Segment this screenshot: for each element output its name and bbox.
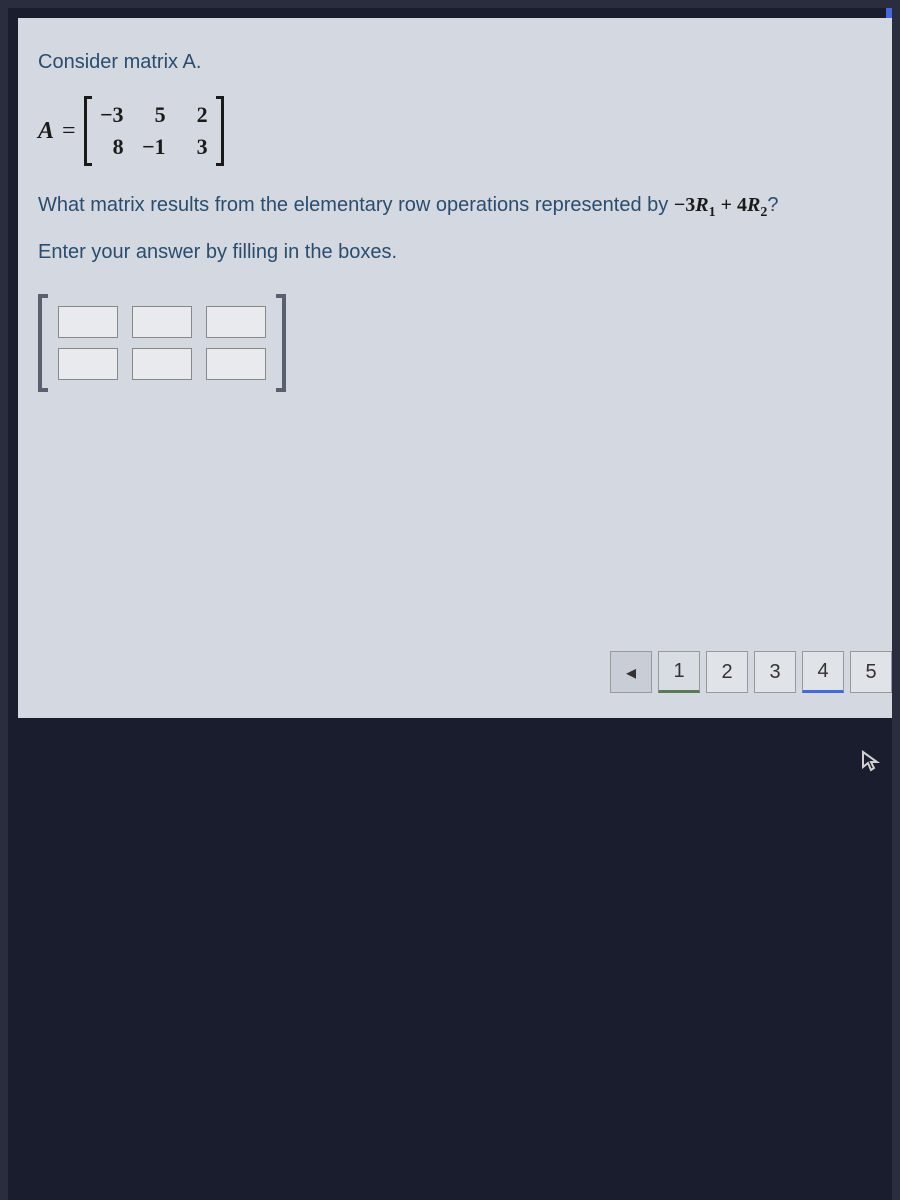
- question-suffix: ?: [767, 194, 778, 216]
- matrix-brackets: −3 5 2 8 −1 3: [84, 96, 224, 166]
- matrix-label: A: [38, 118, 54, 145]
- answer-cell-1-2[interactable]: [206, 348, 266, 380]
- page-label: 1: [673, 660, 684, 683]
- answer-cell-1-0[interactable]: [58, 348, 118, 380]
- matrix-cell: 3: [184, 134, 208, 160]
- prev-arrow-icon: ◂: [626, 660, 636, 685]
- answer-brackets: [38, 294, 286, 392]
- prev-page-button[interactable]: ◂: [610, 651, 652, 693]
- pagination: ◂ 1 2 3 4 5: [610, 651, 892, 693]
- answer-cell-1-1[interactable]: [132, 348, 192, 380]
- page-label: 2: [721, 661, 732, 684]
- answer-bracket-right: [276, 294, 286, 392]
- page-button-1[interactable]: 1: [658, 651, 700, 693]
- page-label: 4: [817, 660, 828, 683]
- answer-matrix: [38, 294, 872, 392]
- answer-cell-0-0[interactable]: [58, 306, 118, 338]
- page-label: 3: [769, 661, 780, 684]
- below-content-area: [18, 718, 892, 1200]
- answer-cell-0-2[interactable]: [206, 306, 266, 338]
- equals-sign: =: [62, 118, 76, 145]
- page-button-5[interactable]: 5: [850, 651, 892, 693]
- answer-bracket-left: [38, 294, 48, 392]
- page-button-3[interactable]: 3: [754, 651, 796, 693]
- cursor-icon: [860, 749, 884, 780]
- page-label: 5: [865, 661, 876, 684]
- matrix-display: A = −3 5 2 8 −1 3: [38, 96, 872, 166]
- row-operation-expression: −3R1 + 4R2: [674, 194, 768, 216]
- matrix-cell: 5: [142, 102, 166, 128]
- question-text: What matrix results from the elementary …: [38, 191, 872, 223]
- matrix-cell: 2: [184, 102, 208, 128]
- question-panel: Consider matrix A. A = −3 5 2 8 −1 3 Wha…: [18, 18, 892, 718]
- matrix-cell: −1: [142, 134, 166, 160]
- page-button-2[interactable]: 2: [706, 651, 748, 693]
- answer-cell-0-1[interactable]: [132, 306, 192, 338]
- question-prefix: What matrix results from the elementary …: [38, 194, 674, 216]
- matrix-cell: −3: [100, 102, 124, 128]
- prompt-text: Consider matrix A.: [38, 48, 872, 76]
- matrix-cell: 8: [100, 134, 124, 160]
- screen-frame: Consider matrix A. A = −3 5 2 8 −1 3 Wha…: [0, 0, 900, 1200]
- bracket-left: [84, 96, 92, 166]
- page-button-4[interactable]: 4: [802, 651, 844, 693]
- bracket-right: [216, 96, 224, 166]
- instruction-text: Enter your answer by filling in the boxe…: [38, 241, 872, 264]
- answer-grid: [54, 302, 270, 384]
- matrix-grid: −3 5 2 8 −1 3: [96, 100, 212, 162]
